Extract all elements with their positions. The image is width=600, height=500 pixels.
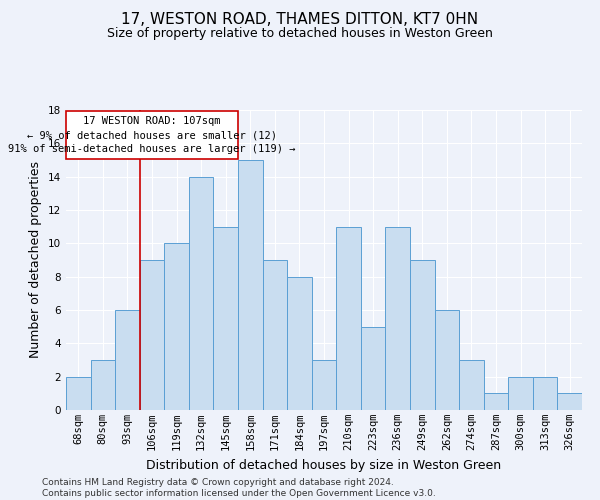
FancyBboxPatch shape [67, 111, 238, 159]
Bar [189, 176, 214, 410]
Bar [140, 260, 164, 410]
Bar [214, 226, 238, 410]
Bar [484, 394, 508, 410]
Bar [164, 244, 189, 410]
Bar [312, 360, 336, 410]
Text: Size of property relative to detached houses in Weston Green: Size of property relative to detached ho… [107, 28, 493, 40]
Bar [263, 260, 287, 410]
Bar [336, 226, 361, 410]
Bar [459, 360, 484, 410]
Bar [361, 326, 385, 410]
X-axis label: Distribution of detached houses by size in Weston Green: Distribution of detached houses by size … [146, 458, 502, 471]
Bar [533, 376, 557, 410]
Bar [91, 360, 115, 410]
Bar [557, 394, 582, 410]
Text: 17 WESTON ROAD: 107sqm
← 9% of detached houses are smaller (12)
91% of semi-deta: 17 WESTON ROAD: 107sqm ← 9% of detached … [8, 116, 296, 154]
Y-axis label: Number of detached properties: Number of detached properties [29, 162, 43, 358]
Text: Contains HM Land Registry data © Crown copyright and database right 2024.
Contai: Contains HM Land Registry data © Crown c… [42, 478, 436, 498]
Text: 17, WESTON ROAD, THAMES DITTON, KT7 0HN: 17, WESTON ROAD, THAMES DITTON, KT7 0HN [121, 12, 479, 28]
Bar [508, 376, 533, 410]
Bar [410, 260, 434, 410]
Bar [287, 276, 312, 410]
Bar [66, 376, 91, 410]
Bar [115, 310, 140, 410]
Bar [238, 160, 263, 410]
Bar [434, 310, 459, 410]
Bar [385, 226, 410, 410]
